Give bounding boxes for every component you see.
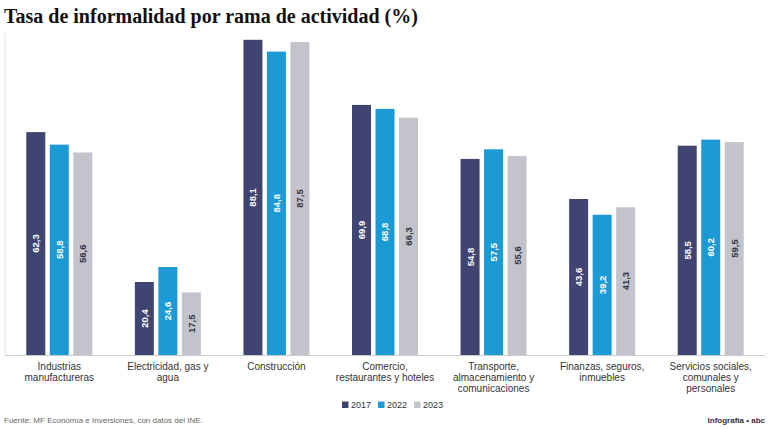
bar [508, 156, 527, 355]
data-label: 39,2 [597, 276, 608, 295]
data-label: 66,3 [403, 227, 414, 246]
category-label-line: Industrias [38, 361, 81, 372]
data-label: 41,3 [620, 272, 631, 291]
bar [678, 146, 697, 355]
category-label-line: inmuebles [579, 372, 625, 383]
data-label: 55,6 [512, 246, 523, 265]
data-label: 58,8 [54, 241, 65, 260]
bar [376, 109, 395, 355]
category-label-line: personales [686, 383, 735, 394]
bar [267, 52, 286, 355]
data-label: 43,6 [573, 268, 584, 287]
data-label: 56,6 [77, 244, 88, 263]
bar [73, 152, 92, 355]
bar [26, 132, 45, 355]
category-label-line: comunales y [683, 372, 739, 383]
category-label: Finanzas, seguros,inmuebles [560, 361, 645, 383]
data-labels: 62,3 58,8 56,6 20,4 24,6 17,5 88,1 84,8 87,5 69,9… [30, 187, 739, 333]
data-label: 54,8 [465, 248, 476, 267]
data-label: 59,5 [729, 239, 740, 258]
category-label-line: Transporte, [468, 361, 519, 372]
bar [50, 145, 69, 355]
category-label-line: restaurantes y hoteles [336, 372, 434, 383]
y-axis-line [5, 33, 6, 355]
bar [569, 199, 588, 355]
legend-swatch [414, 402, 421, 409]
data-label: 58,5 [682, 240, 693, 259]
source: Fuente: MF Economía e Inversiones, con d… [4, 416, 203, 425]
category-label-line: Servicios sociales, [670, 361, 752, 372]
data-label: 20,4 [139, 309, 150, 328]
bar [399, 118, 418, 355]
bar [158, 267, 177, 355]
bar [290, 42, 309, 355]
data-label: 17,5 [186, 314, 197, 333]
bar [593, 215, 612, 355]
category-label-line: Finanzas, seguros, [560, 361, 645, 372]
legend: 2017 2022 2023 [342, 400, 443, 410]
credit: Infografía • abc [708, 416, 766, 425]
bar [484, 149, 503, 355]
baseline [5, 355, 765, 356]
bar [135, 282, 154, 355]
data-label: 69,9 [356, 221, 367, 240]
legend-label: 2022 [387, 400, 407, 410]
category-label-line: Electricidad, gas y [127, 361, 208, 372]
title: Tasa de informalidad por rama de activid… [4, 5, 418, 28]
category-label: Industriasmanufactureras [25, 361, 94, 383]
category-label: Construcción [247, 361, 305, 372]
bar [701, 140, 720, 355]
category-label-line: almacenamiento y [453, 372, 534, 383]
bar [725, 142, 744, 355]
category-label: Servicios sociales,comunales ypersonales [670, 361, 752, 394]
bar [616, 207, 635, 355]
legend-swatch [342, 402, 349, 409]
data-label: 87,5 [294, 189, 305, 208]
legend-swatch [378, 402, 385, 409]
category-label-line: agua [157, 372, 180, 383]
category-label-line: comunicaciones [458, 383, 530, 394]
bars [26, 40, 743, 355]
data-label: 62,3 [30, 234, 41, 253]
category-label: Comercio,restaurantes y hoteles [336, 361, 434, 383]
bar [243, 40, 262, 355]
data-label: 88,1 [247, 187, 258, 206]
bar [352, 105, 371, 355]
bar [182, 292, 201, 355]
data-label: 24,6 [162, 302, 173, 321]
legend-label: 2017 [351, 400, 371, 410]
data-label: 68,8 [380, 223, 391, 242]
category-label-line: Construcción [247, 361, 305, 372]
data-label: 60,2 [705, 238, 716, 257]
data-label: 57,5 [488, 242, 499, 261]
data-label: 84,8 [271, 194, 282, 213]
legend-label: 2023 [423, 400, 443, 410]
chart: Tasa de informalidad por rama de activid… [0, 0, 770, 429]
category-label-line: manufactureras [25, 372, 94, 383]
category-label-line: Comercio, [362, 361, 408, 372]
category-label: Electricidad, gas yagua [127, 361, 208, 383]
bar [461, 159, 480, 355]
category-label: Transporte,almacenamiento ycomunicacione… [453, 361, 534, 394]
